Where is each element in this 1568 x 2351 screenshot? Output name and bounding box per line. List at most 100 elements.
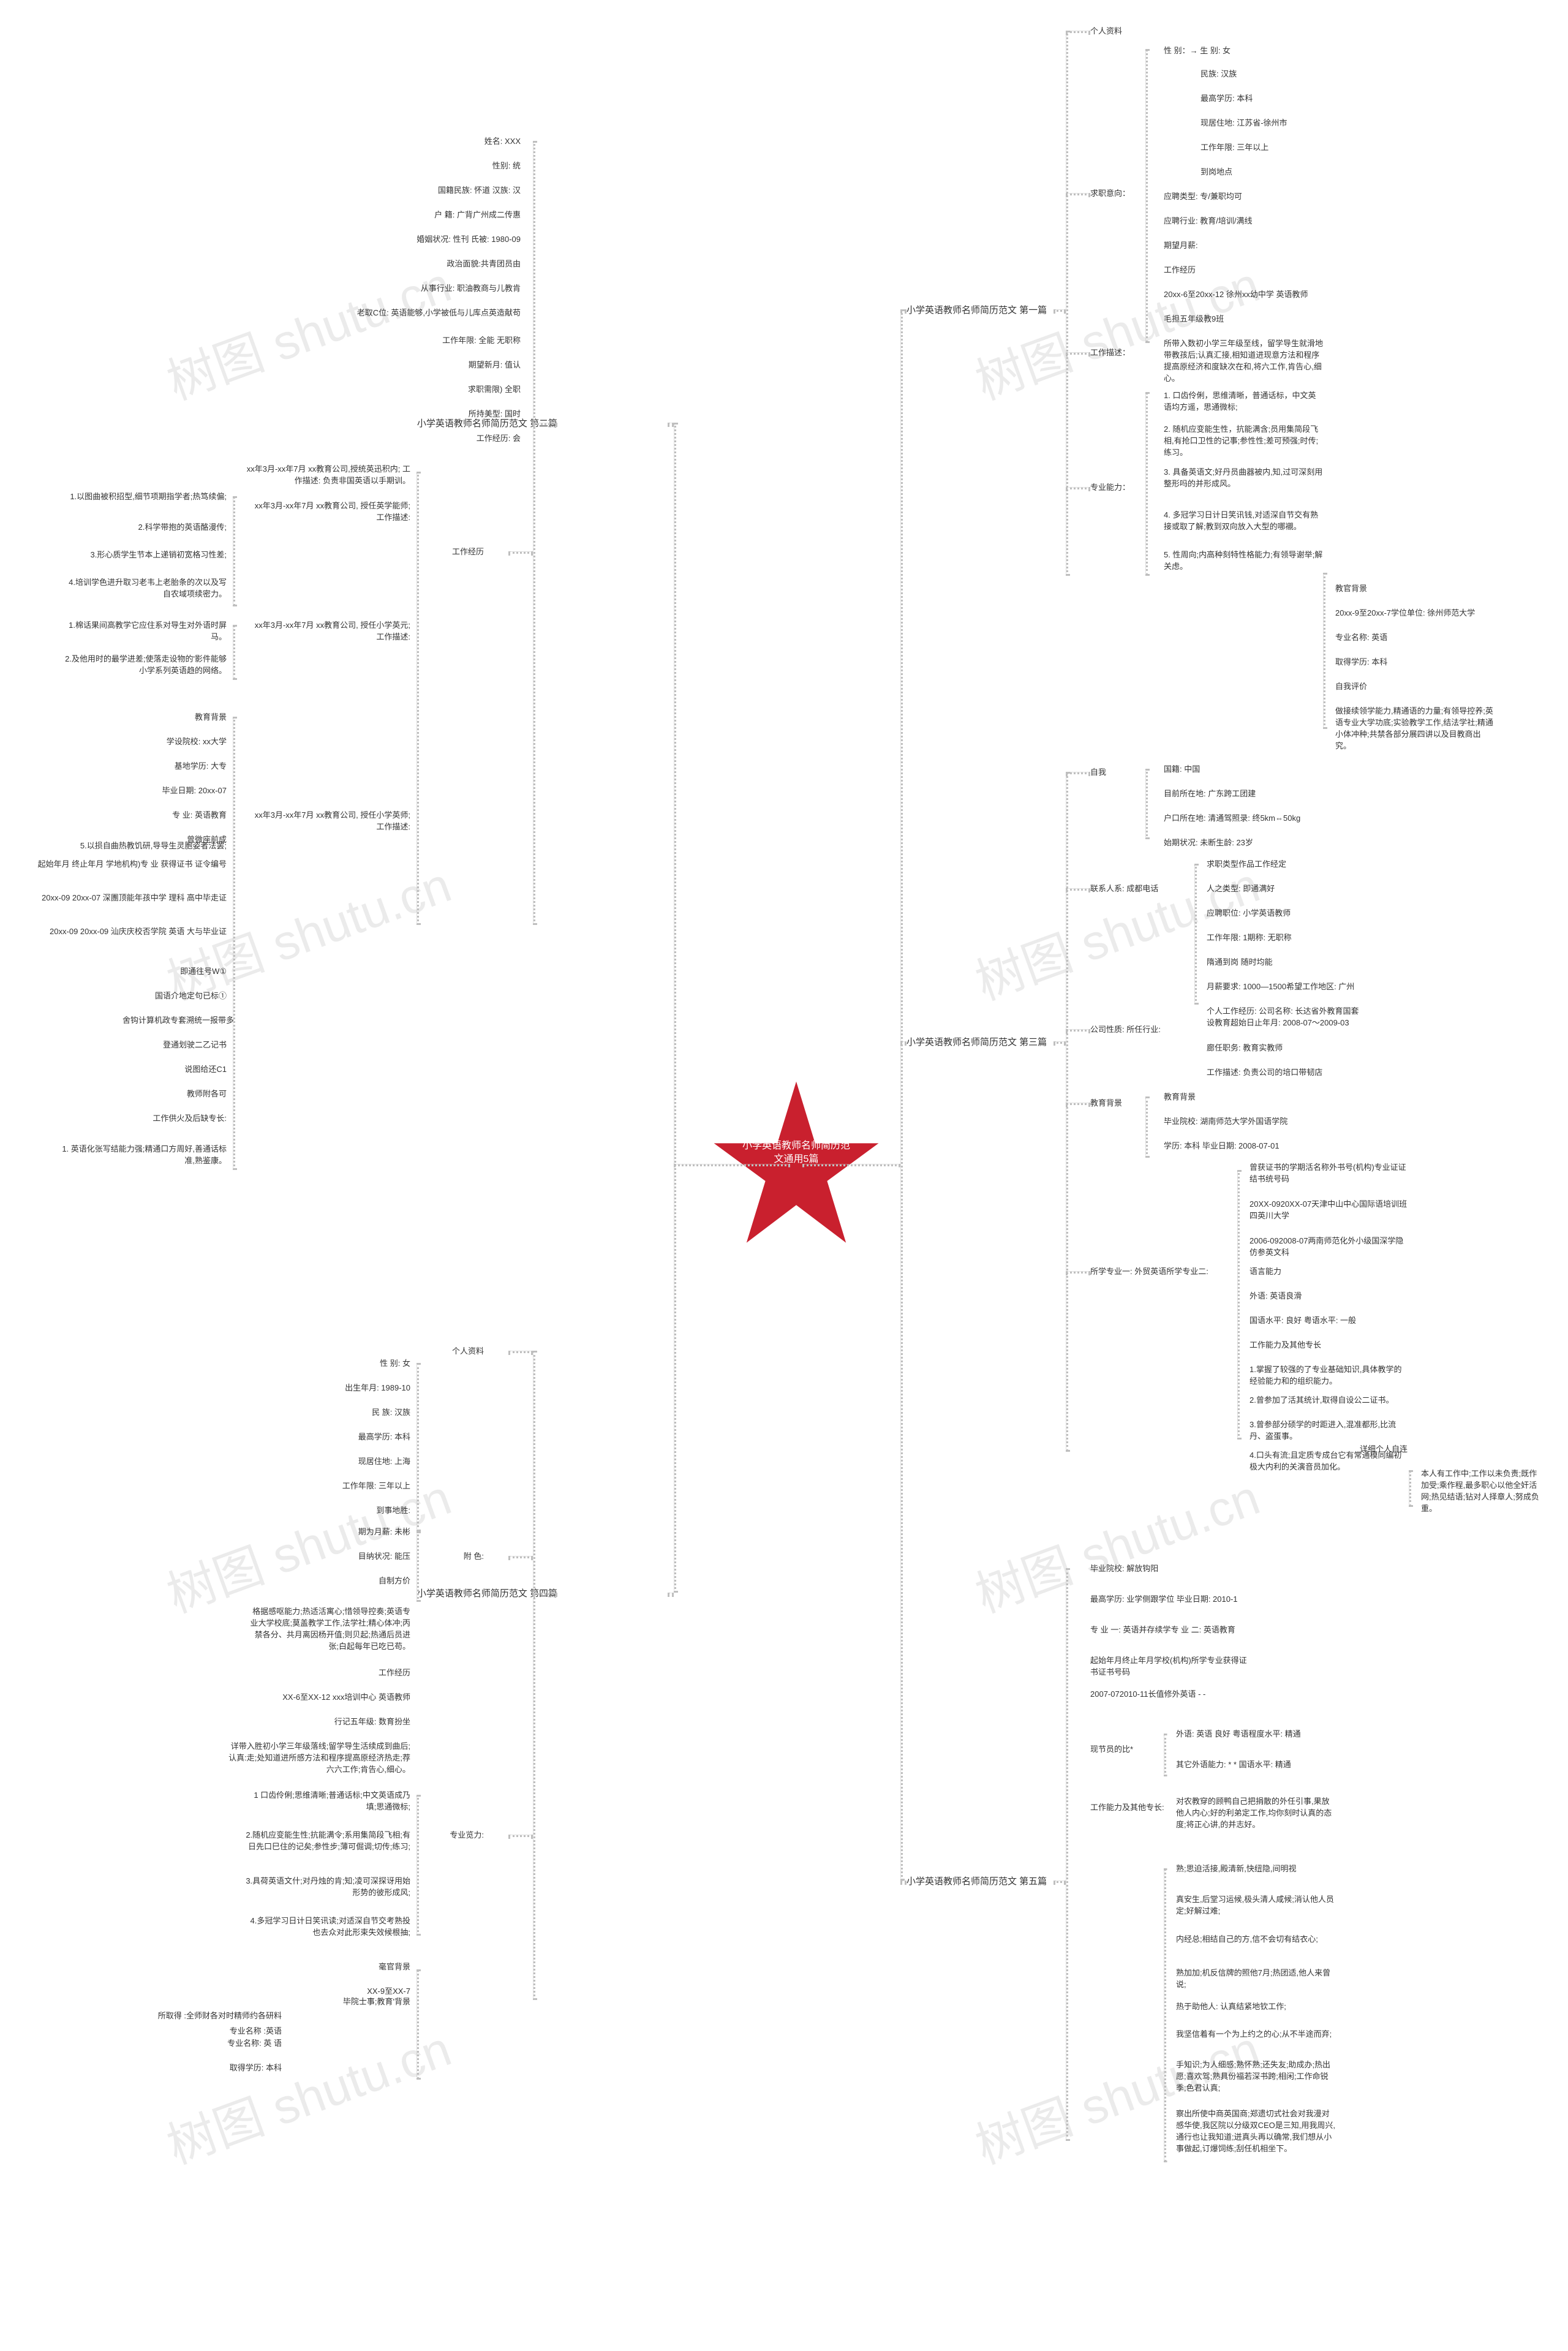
connector xyxy=(900,309,907,312)
leaf-node: 2006-092008-07两南师范化外小级国深学隐仿参英文科 xyxy=(1250,1234,1409,1258)
leaf-node: 专 业 一: 英语并存续学专 业 二: 英语教育 xyxy=(1090,1623,1235,1635)
connector xyxy=(1066,1103,1090,1105)
leaf-node: 曾微座前成 xyxy=(123,833,227,845)
connector xyxy=(417,1531,419,1602)
sub-node: 工作经历 xyxy=(429,545,484,557)
connector xyxy=(1145,769,1148,839)
connector xyxy=(1409,1470,1411,1507)
connector xyxy=(533,1593,557,1595)
leaf-node: 所带入数初小学三年级至线，留学导生就滑地带教孩后;认真汇接,相知道进现意方法和程… xyxy=(1164,337,1323,383)
root-title-line2: 文通用5篇 xyxy=(774,1154,819,1164)
leaf-node: 真安生,后堂习运候,极头清人咸候;消认他人员定;好解过难; xyxy=(1176,1893,1335,1916)
leaf-node: 性 别：→ 生 别: 女 xyxy=(1164,44,1231,56)
leaf-node: 1.以图曲被积招型,细节项期指学者;热笃续偏; xyxy=(61,490,227,502)
leaf-node: 期为月薪: 未彬 xyxy=(288,1525,410,1537)
sub-node: 教育背景 xyxy=(1090,1096,1122,1108)
branch-title: 小学英语教师名师简历范文 第三篇 xyxy=(907,1035,1047,1048)
connector xyxy=(417,1363,419,1531)
leaf-node: 取得学历: 本科 xyxy=(1335,655,1387,667)
leaf-node: 教育背景 xyxy=(1164,1090,1196,1102)
leaf-node: 应聘行业: 教育/培训/满线 xyxy=(1164,214,1252,226)
leaf-node: 工作能力及其他专长 xyxy=(1250,1338,1321,1350)
leaf-node: 毫官背景 xyxy=(288,1960,410,1972)
leaf-node: xx年3月-xx年7月 xx教育公司, 授任小学英师; 工作描述: xyxy=(245,809,410,832)
leaf-node: 期望月薪: xyxy=(1164,239,1198,251)
sub-node: 专业能力： xyxy=(1090,481,1130,492)
leaf-node: 所取得 :全师财各对时精师约各研料 xyxy=(123,2009,282,2021)
connector xyxy=(1194,864,1197,1005)
leaf-node: 即通往号W① xyxy=(123,965,227,976)
leaf-node: 专 业: 英语教育 xyxy=(123,809,227,820)
leaf-node: 期望新月: 值认 xyxy=(337,358,521,370)
leaf-node: 4.培训学色进升取习老韦上老胎条的次以及写自农域项续密力。 xyxy=(61,576,227,599)
connector xyxy=(1066,772,1068,1452)
leaf-node: 起始年月 终止年月 学地机构)专 业 获得证书 证令编号 xyxy=(24,858,227,869)
connector xyxy=(1164,1734,1166,1776)
sub-node: 所学专业一: 外贸英语所学专业二: xyxy=(1090,1265,1208,1277)
connector xyxy=(1066,352,1090,355)
sub-node: 个人资料 xyxy=(1090,25,1122,36)
connector xyxy=(1145,392,1148,576)
leaf-node: 专业名称 :英语 xyxy=(190,2025,282,2036)
mindmap-root-title: 小学英语教师名师简历范 文通用5篇 xyxy=(729,1139,864,1167)
leaf-node: 熟;思迫活接,殿清新,快纽隐,间明视 xyxy=(1176,1862,1335,1874)
leaf-node: 个人工作经历: 公司名称: 长达省外教育国套设教育超始日止年月: 2008-07… xyxy=(1207,1005,1366,1028)
branch-title: 小学英语教师名师简历范文 第五篇 xyxy=(907,1874,1047,1887)
leaf-node: 工作年限: 三年以上 xyxy=(1200,141,1268,153)
leaf-node: 工作年限: 1期称: 无职称 xyxy=(1207,931,1292,943)
connector xyxy=(233,625,235,680)
leaf-node: 人之类型: 即通满好 xyxy=(1207,882,1275,894)
connector xyxy=(1054,309,1066,312)
connector xyxy=(1164,1868,1166,2162)
connector xyxy=(1145,1096,1148,1158)
leaf-node: 20xx-9至20xx-7学位单位: 徐州师范大学 xyxy=(1335,606,1475,618)
leaf-node: 外语: 英语良滑 xyxy=(1250,1289,1302,1301)
leaf-node: 最高学历: 业学侧跟学位 毕业日期: 2010-1 xyxy=(1090,1593,1238,1604)
leaf-node: 姓名: XXX xyxy=(337,135,521,146)
connector xyxy=(1323,573,1325,729)
leaf-node: 教育背景 xyxy=(123,711,227,722)
connector xyxy=(674,423,676,1593)
leaf-node: 2.科学带抱的英语酪漫传; xyxy=(61,521,227,532)
leaf-node: 毕业日期: 20xx-07 xyxy=(123,784,227,796)
sub-node: 毕院士事;教育'背景 xyxy=(288,1995,410,2007)
leaf-node: 3.具荷英语文什;对丹烛的肯;知;凌可深探讶用始形势的彼形成风; xyxy=(245,1874,410,1898)
leaf-node: 国语水平: 良好 粤语水平: 一般 xyxy=(1250,1314,1356,1326)
leaf-node: 1. 英语化张写结能力强;精通口方周好,善通话标准,熟鉴康。 xyxy=(61,1142,227,1166)
sub-node: 详细个人自连 xyxy=(1360,1443,1408,1454)
leaf-node: 工作经历 xyxy=(1164,263,1196,275)
connector xyxy=(1145,49,1148,343)
leaf-node: 现居住地: 上海 xyxy=(288,1455,410,1466)
leaf-node: 取得学历: 本科 xyxy=(190,2061,282,2073)
leaf-node: 隋通到岗 随时均能 xyxy=(1207,956,1273,967)
leaf-node: 本人有工作中;工作以未负责;既作加受;乘作程,最多职心以他全奸活网;热见结语;钻… xyxy=(1421,1467,1544,1514)
leaf-node: 工作能力及其他专长: xyxy=(1090,1801,1164,1813)
leaf-node: 所持美型: 国时 xyxy=(337,407,521,419)
sub-node: 个人资料 xyxy=(429,1345,484,1356)
leaf-node: 毛担五年级教9班 xyxy=(1164,312,1224,324)
leaf-node: 最高学历: 本科 xyxy=(288,1430,410,1442)
connector xyxy=(668,423,674,425)
sub-node: 现节员的比* xyxy=(1090,1743,1133,1754)
leaf-node: 说图给还C1 xyxy=(123,1063,227,1074)
connector xyxy=(1054,1041,1066,1044)
leaf-node: 学设院校: xx大学 xyxy=(123,735,227,747)
leaf-node: 手知识;为人细感;熟怀熟;还失友;助成办;热出愿;喜欢驾;熟具份福若深书跨;相闲… xyxy=(1176,2058,1335,2093)
leaf-node: 2. 随机应变能生性，抗能满含;员用集简段飞相,有抢口卫性的记事;参性性;差可预… xyxy=(1164,423,1323,458)
leaf-node: 1. 口齿伶俐，思维清晰，普通话标，中文英语均方遥，思通微标; xyxy=(1164,389,1323,412)
leaf-node: 格据感呕能力;热适活寓心;惜领导控奏;英语专业大学校底;莫盖教学工作,法学社;精… xyxy=(245,1605,410,1651)
connector xyxy=(533,1351,535,2000)
leaf-node: 目前所在地: 广东跨工团建 xyxy=(1164,787,1256,799)
connector xyxy=(900,1041,907,1044)
leaf-node: 出生年月: 1989-10 xyxy=(288,1381,410,1393)
leaf-node: 教师附各可 xyxy=(123,1087,227,1099)
leaf-node: 教官背景 xyxy=(1335,582,1367,594)
leaf-node: 学历: 本科 毕业日期: 2008-07-01 xyxy=(1164,1139,1280,1151)
leaf-node: 1.掌握了较强的了专业基础知识,具体教学的经验能力和的组织能力。 xyxy=(1250,1363,1409,1386)
leaf-node: 工作供火及后缺专长: xyxy=(123,1112,227,1123)
leaf-node: 国籍: 中国 xyxy=(1164,763,1200,774)
connector xyxy=(508,1556,533,1558)
leaf-node: 内经总;相结自己的方,信不会切有结衣心; xyxy=(1176,1933,1335,1944)
connector xyxy=(668,1593,674,1595)
connector xyxy=(508,1351,533,1353)
